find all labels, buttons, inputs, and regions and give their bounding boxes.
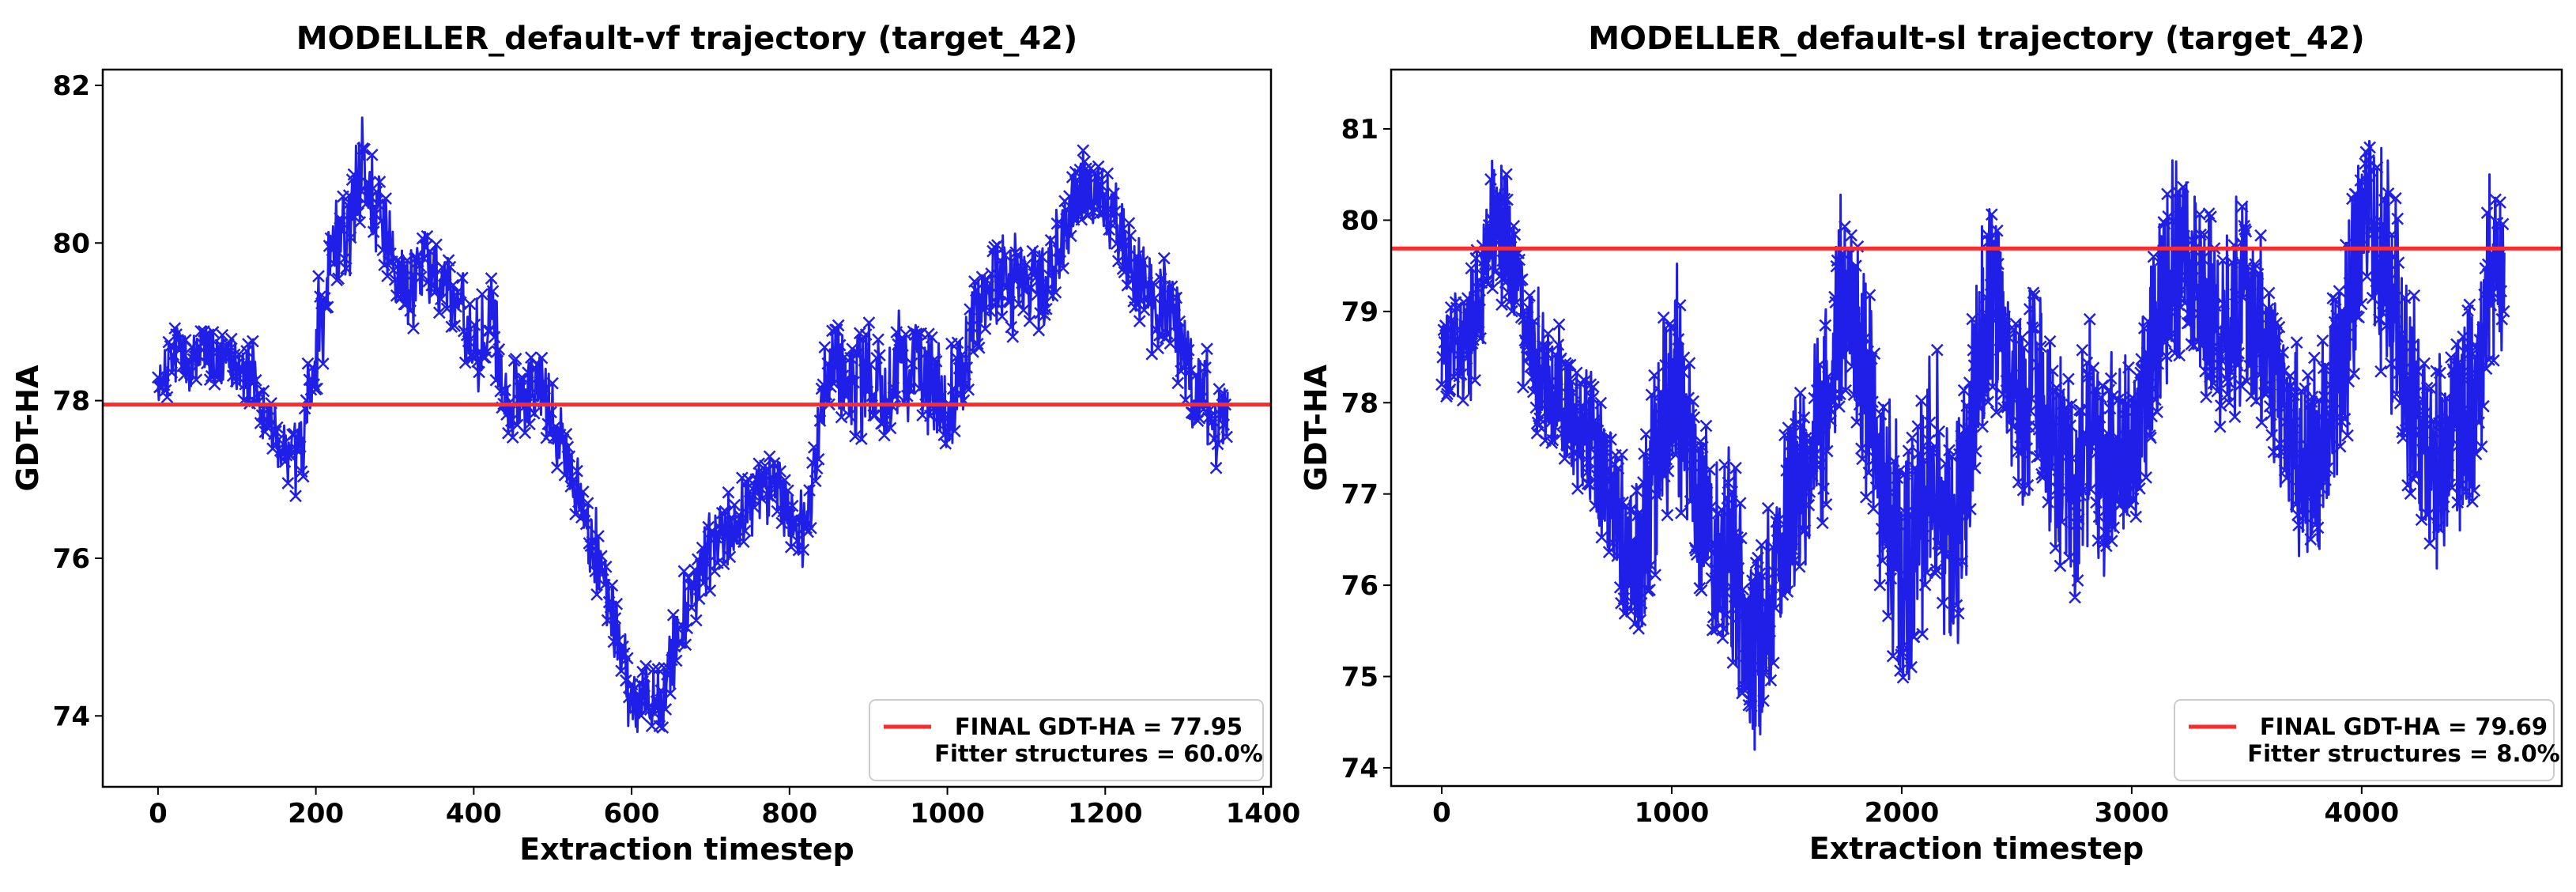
- x-tick-label: 2000: [1865, 797, 1940, 829]
- chart-panel-left: MODELLER_default-vf trajectory (target_4…: [10, 21, 1300, 867]
- chart-title: MODELLER_default-vf trajectory (target_4…: [296, 21, 1078, 57]
- series-trajectory: [1435, 139, 2510, 751]
- plot-frame: [1390, 68, 2563, 788]
- x-axis-label: Extraction timestep: [1809, 831, 2144, 866]
- y-tick-label: 77: [1341, 479, 1379, 511]
- x-tick-label: 4000: [2325, 797, 2400, 829]
- legend-fitter-structures: Fitter structures = 8.0%: [2247, 740, 2559, 767]
- y-tick-label: 79: [1341, 297, 1379, 328]
- chart-panel-right: MODELLER_default-sl trajectory (target_4…: [1288, 0, 2576, 892]
- x-tick-label: 0: [1432, 797, 1451, 829]
- series-trajectory: [152, 116, 1233, 734]
- x-tick-label: 1000: [1635, 797, 1710, 829]
- y-tick-label: 81: [1341, 114, 1379, 146]
- y-tick-label: 78: [53, 386, 90, 418]
- y-tick-label: 74: [1341, 753, 1379, 784]
- legend-box: [869, 699, 1264, 781]
- y-tick-label: 75: [1341, 662, 1379, 694]
- x-tick-label: 3000: [2095, 797, 2170, 829]
- x-tick-label: 1000: [910, 798, 985, 830]
- y-tick-label: 76: [1341, 570, 1379, 602]
- y-axis-label: GDT-HA: [10, 365, 45, 492]
- legend-box: [2174, 699, 2555, 781]
- y-tick-label: 80: [1341, 205, 1379, 236]
- y-tick-label: 76: [53, 543, 90, 575]
- x-tick-label: 0: [149, 798, 168, 830]
- chart-title: MODELLER_default-sl trajectory (target_4…: [1588, 21, 2365, 57]
- x-tick-label: 400: [446, 798, 502, 830]
- y-tick-label: 74: [53, 701, 90, 732]
- x-axis-label: Extraction timestep: [519, 832, 854, 867]
- y-tick-label: 78: [1341, 387, 1379, 419]
- x-tick-label: 1400: [1226, 798, 1301, 830]
- legend-fitter-structures: Fitter structures = 60.0%: [934, 740, 1263, 767]
- plot-frame: [101, 68, 1273, 788]
- x-tick-label: 200: [288, 798, 344, 830]
- y-axis-label: GDT-HA: [1299, 364, 1333, 491]
- y-tick-label: 82: [53, 70, 90, 102]
- x-tick-label: 600: [604, 798, 660, 830]
- x-tick-label: 800: [761, 798, 817, 830]
- series-markers: [1435, 141, 2510, 712]
- x-tick-label: 1200: [1068, 798, 1143, 830]
- legend-final-gdt-ha: FINAL GDT-HA = 79.69: [2260, 713, 2548, 740]
- legend-final-gdt-ha: FINAL GDT-HA = 77.95: [955, 713, 1243, 740]
- chart-left: MODELLER_default-vf trajectory (target_4…: [10, 21, 1300, 867]
- y-tick-label: 80: [53, 228, 90, 259]
- chart-right: MODELLER_default-sl trajectory (target_4…: [1299, 21, 2563, 866]
- series-line: [1440, 139, 2506, 751]
- series-markers: [152, 142, 1233, 734]
